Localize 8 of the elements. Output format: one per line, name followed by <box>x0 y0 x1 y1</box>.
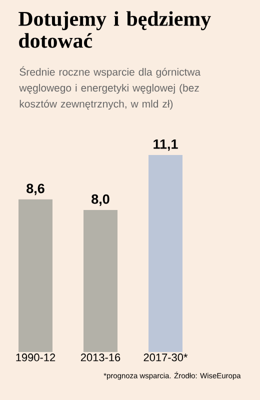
data-label: 8,0 <box>92 194 110 206</box>
chart-title: Dotujemy i będziemy dotować <box>18 11 211 48</box>
chart-subtitle: Średnie roczne wsparcie dla górnictwa węglowego i energetyki węglowej (bez kosztów zewnętrznych, w mld zł) <box>19 66 201 110</box>
x-tick-label: 2013-16 <box>80 354 120 362</box>
x-tick-label: 1990-12 <box>16 354 56 362</box>
data-label: 11,1 <box>154 139 178 151</box>
x-tick-label: 2017-30* <box>144 354 188 362</box>
data-label: 8,6 <box>26 184 44 196</box>
